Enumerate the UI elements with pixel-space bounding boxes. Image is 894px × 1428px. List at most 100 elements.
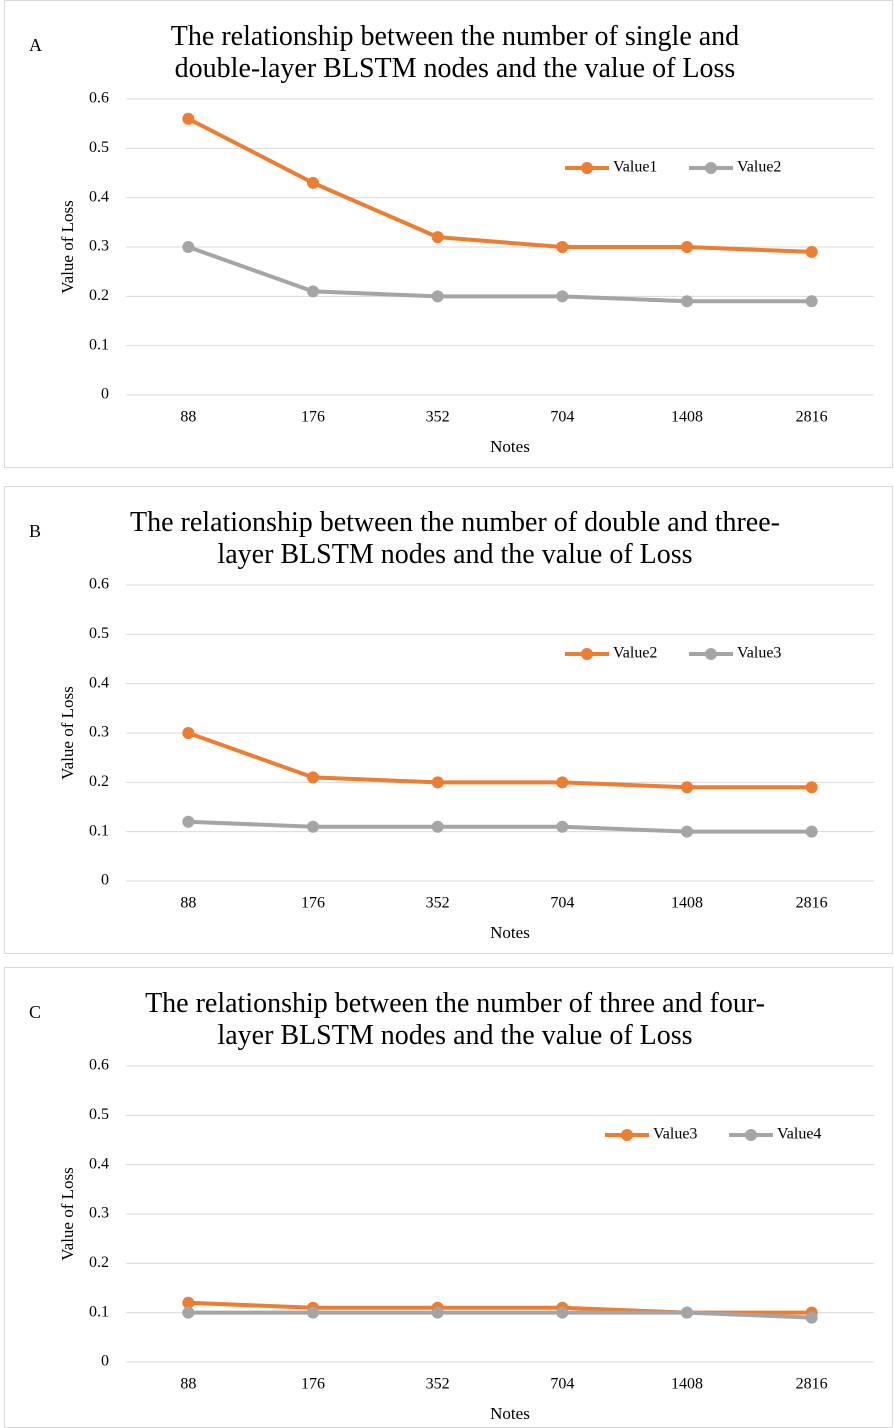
chart-panel: 0 0.1 0.2 0.3 0.4 0.5 0.6 88 176 352 704 1408 2816 No… [4, 967, 893, 1428]
data-point [431, 820, 444, 833]
y-tick-label: 0.6 [89, 90, 109, 107]
y-tick-label: 0.4 [89, 674, 109, 691]
x-tick-label: 352 [426, 895, 450, 912]
data-point [182, 1296, 195, 1309]
x-tick-label: 176 [301, 1376, 325, 1393]
x-tick-label: 1408 [671, 409, 703, 426]
x-tick-label: 704 [550, 1376, 574, 1393]
chart: 0 0.1 0.2 0.3 0.4 0.5 0.6 88 176 352 704 1408 2816 No… [58, 90, 874, 456]
data-point [556, 290, 569, 303]
x-tick-label: 704 [550, 895, 574, 912]
x-axis-label: Notes [490, 1404, 530, 1423]
data-point [805, 781, 818, 794]
chart: 0 0.1 0.2 0.3 0.4 0.5 0.6 88 176 352 704 1408 2816 No… [58, 576, 874, 942]
data-point [431, 776, 444, 789]
data-point [307, 285, 319, 298]
legend-label: Value2 [613, 645, 657, 662]
legend-marker [581, 648, 593, 660]
data-point [681, 1306, 693, 1319]
x-tick-label: 176 [301, 895, 325, 912]
chart-panel: 0 0.1 0.2 0.3 0.4 0.5 0.6 88 176 352 704 1408 2816 No… [4, 0, 893, 468]
legend-marker [745, 1129, 757, 1141]
data-point [805, 825, 818, 838]
y-tick-label: 0.4 [89, 1155, 109, 1172]
y-tick-label: 0.4 [89, 188, 109, 205]
y-tick-label: 0.5 [89, 1106, 109, 1123]
data-point [182, 241, 195, 253]
y-tick-label: 0.1 [89, 822, 109, 839]
y-tick-label: 0.6 [89, 576, 109, 593]
data-point [681, 295, 693, 308]
legend-marker [705, 162, 717, 174]
series-line [188, 819, 812, 834]
x-axis-label: Notes [490, 923, 530, 942]
data-point [805, 245, 818, 258]
data-point [681, 241, 693, 253]
y-tick-label: 0.1 [89, 336, 109, 353]
data-point [431, 231, 444, 244]
data-point [431, 290, 444, 303]
data-point [556, 820, 569, 833]
legend-marker [621, 1129, 633, 1141]
data-point [805, 1311, 818, 1324]
y-tick-label: 0.2 [89, 773, 109, 790]
legend-label: Value1 [613, 159, 657, 176]
x-tick-label: 88 [180, 409, 196, 426]
y-tick-label: 0.3 [89, 1205, 109, 1222]
x-tick-label: 704 [550, 409, 574, 426]
chart-panel: 0 0.1 0.2 0.3 0.4 0.5 0.6 88 176 352 704 1408 2816 No… [4, 486, 893, 954]
data-point [182, 727, 195, 739]
legend-marker [581, 162, 593, 174]
x-tick-label: 88 [180, 1376, 196, 1393]
legend-marker [705, 648, 717, 660]
series-line [187, 116, 812, 254]
x-tick-label: 352 [426, 409, 450, 426]
data-point [307, 771, 319, 784]
y-axis-label: Value of Loss [58, 200, 77, 293]
data-point [556, 241, 569, 253]
chart-title: The relationship between the number of s… [170, 21, 740, 84]
data-point [431, 1306, 444, 1319]
data-point [681, 781, 693, 794]
panel-label: A [29, 35, 42, 55]
chart-title: The relationship between the number of t… [145, 988, 765, 1051]
data-point [805, 295, 818, 308]
x-tick-label: 2816 [796, 409, 828, 426]
y-tick-label: 0.2 [89, 287, 109, 304]
x-tick-label: 352 [426, 1376, 450, 1393]
panel-label: C [29, 1002, 42, 1022]
y-tick-label: 0 [101, 1353, 109, 1370]
y-tick-label: 0 [101, 872, 109, 889]
chart-title: The relationship between the number of d… [130, 507, 780, 570]
y-tick-label: 0.6 [89, 1057, 109, 1074]
legend-label: Value3 [737, 645, 781, 662]
series-line [187, 731, 812, 790]
x-tick-label: 88 [180, 895, 196, 912]
x-tick-label: 176 [301, 409, 325, 426]
y-tick-label: 0.2 [89, 1254, 109, 1271]
data-point [307, 820, 319, 833]
data-point [307, 176, 319, 189]
series-line [188, 1310, 812, 1320]
y-tick-label: 0.1 [89, 1303, 109, 1320]
data-point [307, 1306, 319, 1319]
y-tick-label: 0.5 [89, 139, 109, 156]
y-tick-label: 0.3 [89, 724, 109, 741]
data-point [182, 1306, 195, 1319]
x-tick-label: 2816 [796, 1376, 828, 1393]
series-line [187, 245, 812, 304]
x-axis-label: Notes [490, 437, 530, 456]
data-point [556, 776, 569, 789]
chart: 0 0.1 0.2 0.3 0.4 0.5 0.6 88 176 352 704 1408 2816 No… [58, 1057, 874, 1423]
data-point [556, 1306, 569, 1319]
legend-label: Value2 [737, 159, 781, 176]
panel-label: B [29, 521, 42, 541]
x-tick-label: 1408 [671, 895, 703, 912]
x-tick-label: 1408 [671, 1376, 703, 1393]
data-point [681, 825, 693, 838]
legend-label: Value4 [777, 1126, 821, 1143]
data-point [182, 112, 195, 125]
y-axis-label: Value of Loss [58, 686, 77, 779]
data-point [182, 815, 195, 828]
